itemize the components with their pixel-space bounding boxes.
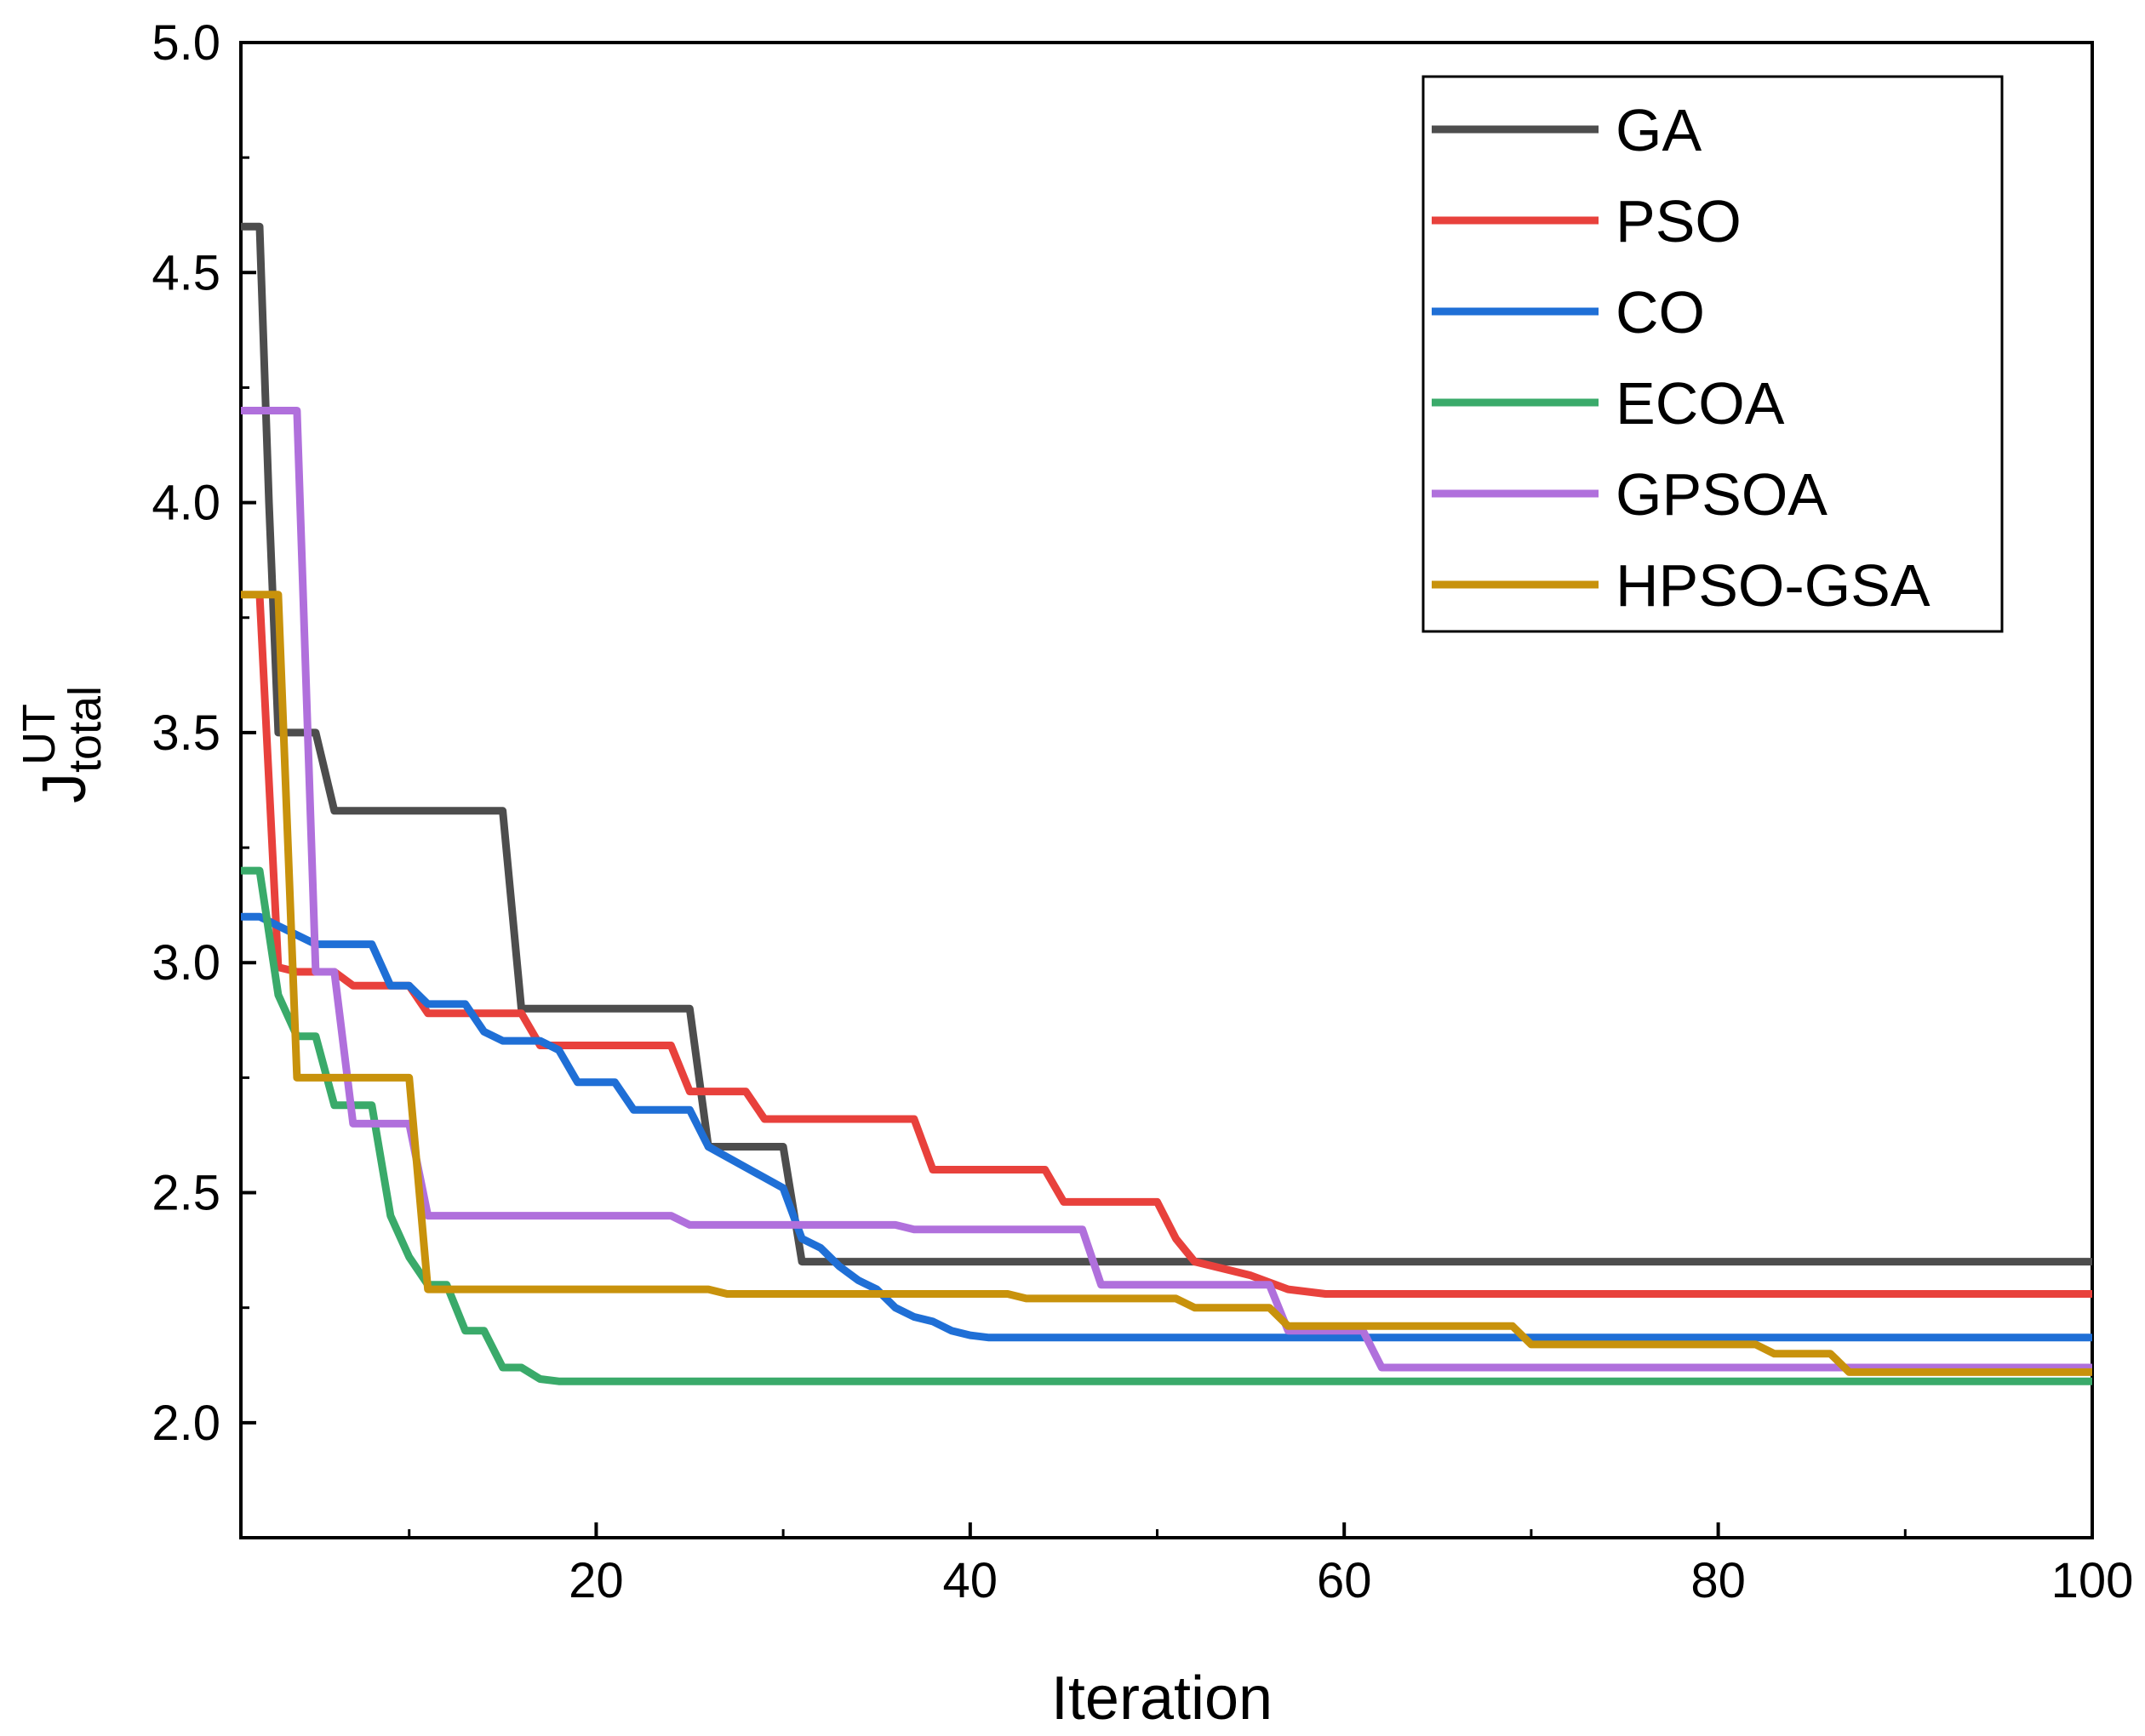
series-line-pso <box>255 594 2092 1298</box>
legend-label-gpsoa: GPSOA <box>1616 461 1828 528</box>
y-axis-title-sup: UT <box>14 704 65 765</box>
legend-frame <box>1421 75 2004 633</box>
y-tick-label: 3.5 <box>152 705 220 761</box>
y-axis-title: Jtotal UT <box>14 686 111 803</box>
y-axis-title-sub: total <box>60 686 111 773</box>
y-tick-label: 5.0 <box>152 15 220 71</box>
series-line-ecoa <box>241 866 2092 1385</box>
x-tick-label: 80 <box>1690 1553 1746 1608</box>
x-tick-label: 40 <box>943 1553 998 1608</box>
x-tick-label: 60 <box>1317 1553 1372 1608</box>
y-tick-label: 2.5 <box>152 1166 220 1221</box>
y-tick-label: 4.5 <box>152 245 220 300</box>
y-axis-title-base: J <box>31 773 99 803</box>
legend-label-ecoa: ECOA <box>1616 370 1785 437</box>
legend: GA PSO CO ECOA GPSOA HPSO-GSA <box>1421 75 2004 633</box>
y-tick-label: 3.0 <box>152 935 220 991</box>
legend-label-ga: GA <box>1616 97 1702 163</box>
series-line-hpso-gsa <box>241 591 2092 1376</box>
x-tick-label: 20 <box>569 1553 624 1608</box>
svg-text:Jtotal: Jtotal <box>31 686 111 803</box>
legend-label-pso: PSO <box>1616 188 1742 254</box>
x-axis-title: Iteration <box>1051 1665 1273 1733</box>
y-tick-label: 2.0 <box>152 1396 220 1451</box>
plot-frame <box>239 41 2094 1539</box>
y-tick-label: 4.0 <box>152 476 220 531</box>
series-layer <box>241 222 2092 1385</box>
axes <box>239 41 2094 1539</box>
series-line-gpsoa <box>241 407 2092 1372</box>
legend-label-hpso-gsa: HPSO-GSA <box>1616 552 1930 619</box>
series-line-ga <box>241 222 2092 1266</box>
x-tick-label: 100 <box>2051 1553 2134 1608</box>
ticks: 2.0 2.5 3.0 3.5 4.0 4.5 5.0 20 40 60 80 100 <box>152 15 2133 1608</box>
series-line-co <box>241 912 2092 1342</box>
legend-label-co: CO <box>1616 279 1705 345</box>
